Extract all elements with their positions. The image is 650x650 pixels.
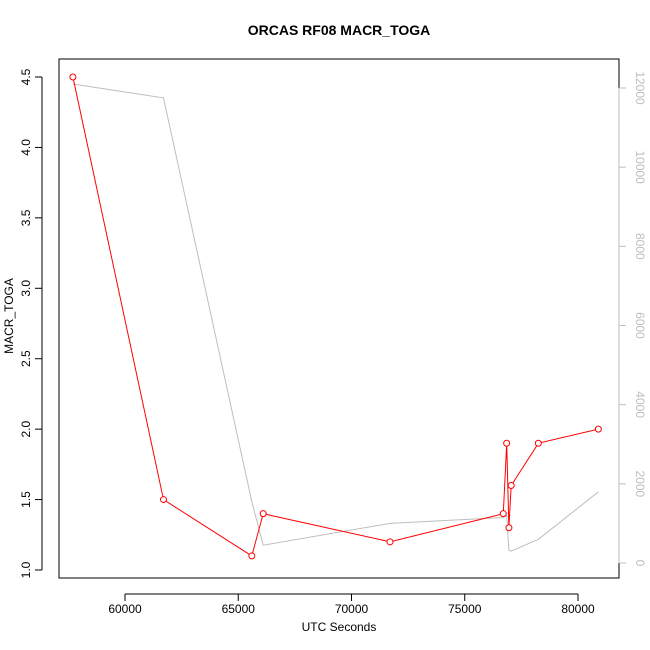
bottom-tick-label: 70000 xyxy=(335,602,369,616)
data-point xyxy=(499,510,507,518)
primary-series-line xyxy=(72,76,599,557)
bottom-tick-label: 60000 xyxy=(108,602,142,616)
left-tick-label: 3.5 xyxy=(19,209,33,226)
data-point xyxy=(505,524,513,532)
right-tick-label: 4000 xyxy=(633,391,647,418)
data-point xyxy=(503,439,511,447)
left-tick-label: 1.0 xyxy=(19,561,33,578)
right-tick-label: 6000 xyxy=(633,312,647,339)
right-tick-label: 2000 xyxy=(633,470,647,497)
bottom-tick-label: 80000 xyxy=(561,602,595,616)
chart-title: ORCAS RF08 MACR_TOGA xyxy=(248,22,431,38)
data-point xyxy=(534,439,542,447)
data-point xyxy=(69,73,77,81)
right-axis: 0 2000 4000 6000 8000 10000 12000 xyxy=(618,71,647,567)
data-point xyxy=(160,496,168,504)
data-point xyxy=(259,510,267,518)
left-tick-label: 4.5 xyxy=(19,68,33,85)
y-axis-label: MACR_TOGA xyxy=(2,278,16,354)
plot-frame xyxy=(58,58,620,579)
left-tick-label: 4.0 xyxy=(19,139,33,156)
secondary-series-line xyxy=(72,83,599,552)
data-point xyxy=(248,552,256,560)
left-tick-label: 3.0 xyxy=(19,280,33,297)
right-tick-label: 12000 xyxy=(633,71,647,105)
left-tick-label: 2.5 xyxy=(19,350,33,367)
left-tick-label: 2.0 xyxy=(19,420,33,437)
bottom-tick-label: 65000 xyxy=(222,602,256,616)
series-layer xyxy=(69,73,602,560)
bottom-tick-label: 75000 xyxy=(448,602,482,616)
left-axis: 1.0 1.5 2.0 2.5 3.0 3.5 4.0 4.5 xyxy=(19,68,43,578)
right-tick-label: 10000 xyxy=(633,150,647,184)
left-tick-label: 1.5 xyxy=(19,491,33,508)
data-point xyxy=(386,538,394,546)
x-axis-label: UTC Seconds xyxy=(302,620,377,634)
data-point xyxy=(507,481,515,489)
right-tick-label: 8000 xyxy=(633,233,647,260)
right-tick-label: 0 xyxy=(633,560,647,567)
data-point xyxy=(594,425,602,433)
bottom-axis: 60000 65000 70000 75000 80000 xyxy=(108,593,595,616)
